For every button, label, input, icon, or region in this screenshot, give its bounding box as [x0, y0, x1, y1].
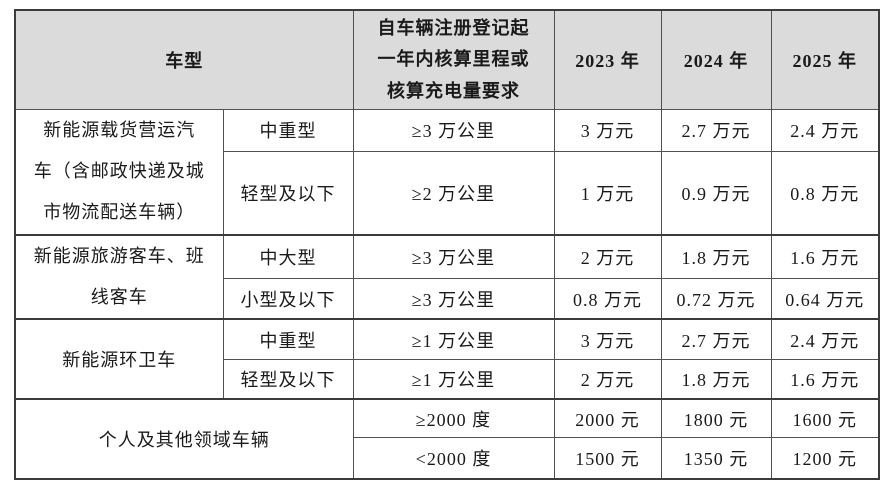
- header-year-2023: 2023 年: [553, 9, 662, 110]
- cell-requirement: ≥3 万公里: [352, 278, 555, 320]
- cell-2025: 0.64 万元: [770, 278, 880, 320]
- cell-2023: 1 万元: [553, 151, 662, 236]
- cell-2023: 1500 元: [553, 436, 662, 480]
- cell-2023: 3 万元: [553, 108, 662, 153]
- header-year-2025: 2025 年: [770, 9, 880, 110]
- cell-requirement: ≥3 万公里: [352, 108, 555, 153]
- table-row: 新能源环卫车 中重型 ≥1 万公里 3 万元 2.7 万元 2.4 万元: [14, 318, 880, 400]
- header-requirement: 自车辆注册登记起 一年内核算里程或 核算充电量要求: [352, 9, 555, 110]
- cell-2024: 2.7 万元: [660, 108, 772, 153]
- table-row: 个人及其他领域车辆 ≥2000 度 2000 元 1800 元 1600 元: [14, 398, 880, 480]
- cell-subtype: 轻型及以下: [222, 358, 354, 400]
- cell-subtype: 轻型及以下: [222, 151, 354, 236]
- cell-2025: 1200 元: [770, 436, 880, 480]
- cell-category-bus: 新能源旅游客车、班 线客车: [14, 233, 224, 320]
- cell-2024: 2.7 万元: [660, 318, 772, 360]
- header-year-2024: 2024 年: [660, 9, 772, 110]
- cell-2024: 1.8 万元: [660, 358, 772, 400]
- cell-2024: 1800 元: [660, 398, 772, 438]
- cell-subtype: 中大型: [222, 233, 354, 280]
- cell-2025: 1600 元: [770, 398, 880, 438]
- table-row: 新能源载货营运汽 车（含邮政快递及城 市物流配送车辆） 中重型 ≥3 万公里 3…: [14, 108, 880, 236]
- cell-2023: 2 万元: [553, 233, 662, 280]
- cell-category-cargo: 新能源载货营运汽 车（含邮政快递及城 市物流配送车辆）: [14, 108, 224, 236]
- cell-2023: 2000 元: [553, 398, 662, 438]
- cell-subtype: 小型及以下: [222, 278, 354, 320]
- table-row: 轻型及以下 ≥2 万公里 1 万元 0.9 万元 0.8 万元: [15, 151, 880, 236]
- table-row: 新能源旅游客车、班 线客车 中大型 ≥3 万公里 2 万元 1.8 万元 1.6…: [14, 233, 880, 320]
- cell-subtype: 中重型: [222, 108, 354, 153]
- cell-requirement: ≥2000 度: [352, 398, 555, 438]
- table-row: 轻型及以下 ≥1 万公里 2 万元 1.8 万元 1.6 万元: [15, 358, 880, 400]
- cell-requirement: ≥2 万公里: [352, 151, 555, 236]
- cell-requirement: ≥3 万公里: [352, 233, 555, 280]
- table-row: 小型及以下 ≥3 万公里 0.8 万元 0.72 万元 0.64 万元: [15, 278, 880, 320]
- cell-requirement: ≥1 万公里: [352, 358, 555, 400]
- subsidy-table: 车型 自车辆注册登记起 一年内核算里程或 核算充电量要求 2023 年 2024…: [14, 9, 880, 481]
- cell-2025: 2.4 万元: [770, 318, 880, 360]
- cell-2024: 0.9 万元: [660, 151, 772, 236]
- table-header-row: 车型 自车辆注册登记起 一年内核算里程或 核算充电量要求 2023 年 2024…: [14, 9, 880, 110]
- cell-2023: 0.8 万元: [553, 278, 662, 320]
- cell-2025: 1.6 万元: [770, 358, 880, 400]
- cell-2024: 1.8 万元: [660, 233, 772, 280]
- cell-requirement: <2000 度: [352, 436, 555, 480]
- cell-2025: 0.8 万元: [770, 151, 880, 236]
- cell-subtype: 中重型: [222, 318, 354, 360]
- header-vehicle-type: 车型: [14, 9, 354, 110]
- cell-requirement: ≥1 万公里: [352, 318, 555, 360]
- cell-category-personal: 个人及其他领域车辆: [14, 398, 354, 480]
- cell-2023: 2 万元: [553, 358, 662, 400]
- cell-2024: 1350 元: [660, 436, 772, 480]
- cell-category-sanitation: 新能源环卫车: [14, 318, 224, 400]
- table-row: <2000 度 1500 元 1350 元 1200 元: [15, 436, 880, 480]
- cell-2025: 1.6 万元: [770, 233, 880, 280]
- cell-2025: 2.4 万元: [770, 108, 880, 153]
- cell-2024: 0.72 万元: [660, 278, 772, 320]
- cell-2023: 3 万元: [553, 318, 662, 360]
